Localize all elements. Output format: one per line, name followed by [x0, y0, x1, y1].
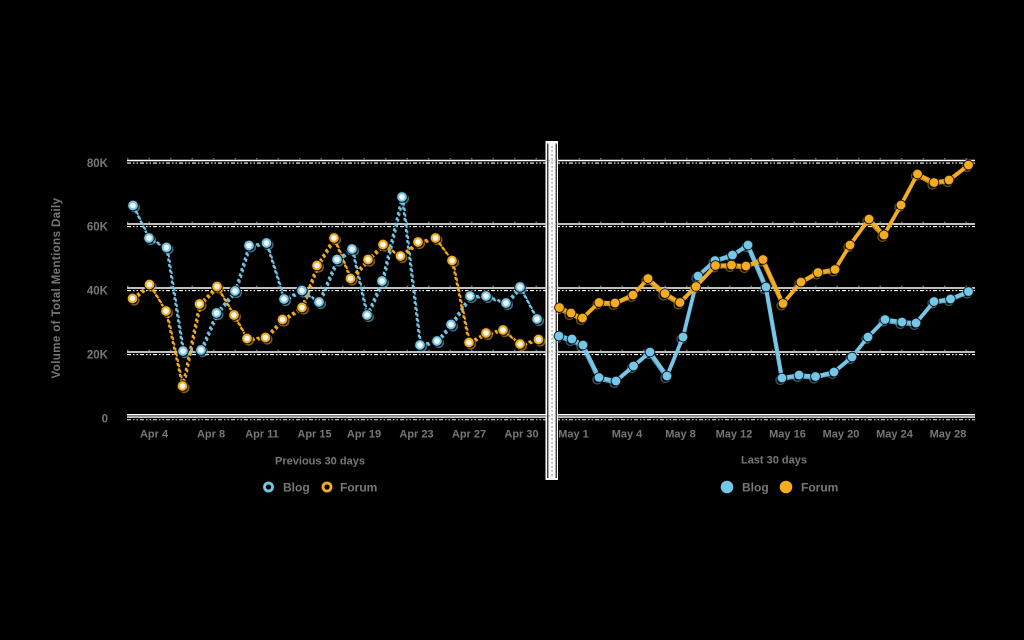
svg-text:Apr 4: Apr 4: [140, 429, 169, 441]
svg-text:May 8: May 8: [665, 429, 696, 441]
svg-text:Apr 8: Apr 8: [197, 429, 225, 441]
svg-text:May 24: May 24: [876, 429, 914, 441]
svg-text:Apr 19: Apr 19: [347, 429, 381, 441]
svg-text:Forum: Forum: [801, 481, 838, 495]
svg-text:Apr 30: Apr 30: [504, 429, 538, 441]
svg-text:Last 30 days: Last 30 days: [741, 455, 807, 467]
svg-text:May 4: May 4: [612, 429, 643, 441]
svg-text:Apr 11: Apr 11: [245, 429, 279, 441]
svg-text:0: 0: [102, 413, 108, 425]
svg-text:May 12: May 12: [716, 429, 753, 441]
svg-text:Blog: Blog: [742, 481, 769, 495]
svg-text:Blog: Blog: [283, 481, 310, 495]
svg-text:Apr 23: Apr 23: [399, 429, 433, 441]
svg-text:May 1: May 1: [558, 429, 589, 441]
svg-text:40K: 40K: [87, 285, 109, 297]
svg-text:60K: 60K: [87, 221, 109, 233]
svg-text:Volume of Total Mentions Daily: Volume of Total Mentions Daily: [51, 197, 63, 378]
svg-text:Previous 30 days: Previous 30 days: [275, 456, 365, 468]
svg-text:Apr 15: Apr 15: [297, 429, 331, 441]
svg-text:20K: 20K: [87, 349, 109, 361]
svg-text:Apr 27: Apr 27: [452, 429, 486, 441]
svg-text:Forum: Forum: [340, 481, 377, 495]
svg-text:May 28: May 28: [930, 429, 967, 441]
svg-text:May 20: May 20: [823, 429, 860, 441]
svg-text:May 16: May 16: [769, 429, 806, 441]
svg-text:80K: 80K: [87, 158, 109, 170]
